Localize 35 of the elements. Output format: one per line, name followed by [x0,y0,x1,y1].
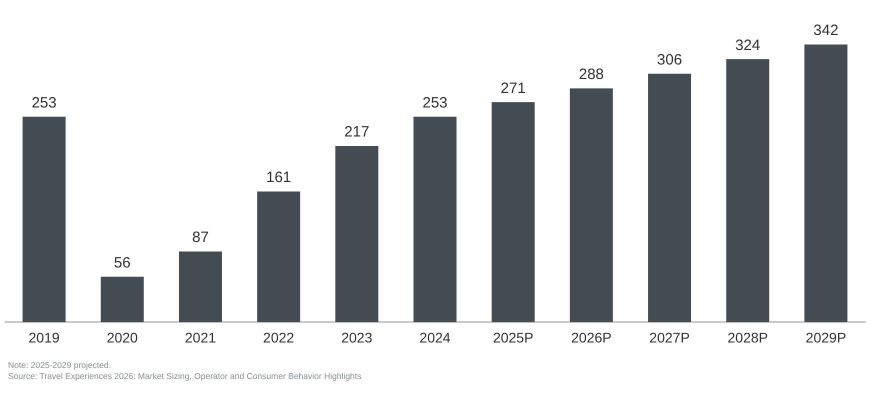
bar [570,88,613,322]
bar [100,276,144,322]
data-label: 161 [266,169,292,186]
x-tick-label: 2025P [492,329,534,346]
x-tick-label: 2020 [106,329,138,346]
data-label: 324 [735,36,760,54]
bar [335,146,378,322]
x-tick-label: 2019 [28,329,60,346]
data-label: 288 [578,66,604,83]
bar [22,116,66,322]
data-label: 342 [813,22,838,40]
bar [414,116,456,322]
x-tick-label: 2028P [727,329,768,346]
bar [804,44,848,322]
source-note: Source: Travel Experiences 2026: Market Sizing, Operator and Consumer Behavior Highlights [8,371,362,382]
bar [726,59,770,322]
text: Note: 2025-2029 projected. [8,360,112,371]
data-label: 217 [344,124,370,141]
data-label: 306 [657,51,682,68]
bar [648,74,692,322]
x-tick-label: 2029P [806,329,846,346]
x-tick-label: 2023 [341,329,373,346]
x-tick-label: 2024 [419,329,451,346]
data-label: 253 [422,94,448,112]
data-label: 87 [192,229,209,246]
x-tick-label: 2022 [263,329,294,346]
data-label: 56 [114,254,131,272]
data-label: 271 [500,80,526,97]
x-tick-label: 2021 [184,329,216,346]
bar [257,191,300,322]
data-label: 253 [32,94,57,112]
bar [492,102,535,322]
x-tick-label: 2027P [649,329,690,346]
x-tick-label: 2026P [571,329,612,346]
bar [178,252,222,322]
